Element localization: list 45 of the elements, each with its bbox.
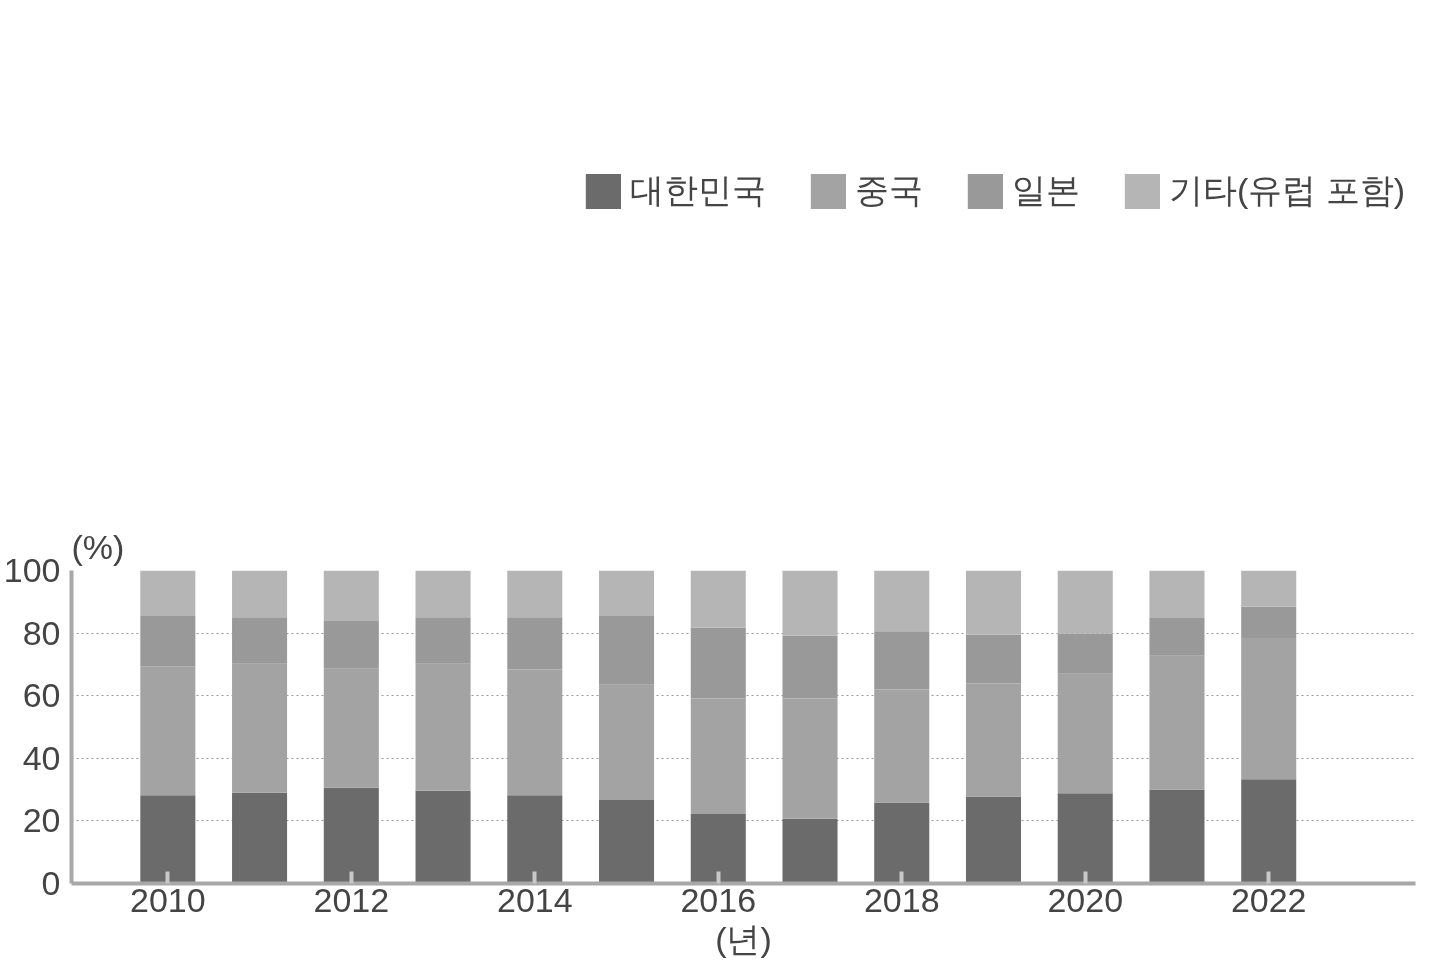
bar xyxy=(965,796,1022,884)
bar xyxy=(140,795,196,884)
bar xyxy=(874,570,930,632)
y-tick-label: 0 xyxy=(41,864,61,902)
bar xyxy=(1149,789,1205,884)
bar xyxy=(1149,570,1205,619)
bar xyxy=(599,799,655,884)
bar xyxy=(1241,570,1297,607)
bar xyxy=(1057,793,1113,884)
y-tick-label: 20 xyxy=(22,801,61,840)
bar xyxy=(965,570,1022,635)
bar xyxy=(599,570,655,616)
bar xyxy=(874,802,930,884)
bar xyxy=(323,570,379,621)
y-tick-label: 100 xyxy=(3,551,61,589)
bar xyxy=(782,570,838,636)
legend-label: 대한민국 xyxy=(629,170,766,211)
y-axis-title: (%) xyxy=(71,527,125,566)
bar xyxy=(232,792,288,884)
legend-label: 중국 xyxy=(854,170,923,211)
bar xyxy=(782,818,838,884)
bar xyxy=(232,570,288,618)
x-tick-label: 2022 xyxy=(1230,880,1307,919)
x-tick-label: 2012 xyxy=(313,880,390,919)
x-tick-label: 2016 xyxy=(680,880,757,919)
bar xyxy=(323,787,379,884)
bar xyxy=(507,795,563,884)
bar xyxy=(690,570,746,628)
bar xyxy=(140,570,196,616)
bar xyxy=(690,814,746,884)
x-tick-label: 2014 xyxy=(496,880,573,919)
y-tick-label: 40 xyxy=(22,738,61,777)
x-tick-label: 2010 xyxy=(130,880,206,919)
bar xyxy=(415,790,471,884)
y-tick-label: 80 xyxy=(22,613,61,652)
bar xyxy=(1057,570,1113,634)
legend-label: 일본 xyxy=(1011,170,1080,211)
legend-label: 기타(유럽 포함) xyxy=(1168,170,1405,211)
bar xyxy=(1241,779,1297,884)
bar xyxy=(415,570,471,618)
x-tick-label: 2018 xyxy=(863,880,940,919)
bar xyxy=(507,570,563,618)
y-tick-label: 60 xyxy=(22,676,61,715)
x-tick-label: 2020 xyxy=(1047,880,1124,919)
x-axis-title: (년) xyxy=(715,919,772,958)
